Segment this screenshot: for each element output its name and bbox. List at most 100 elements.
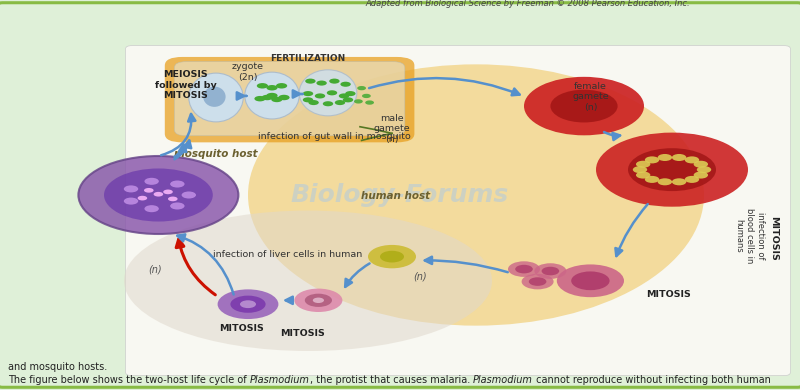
Circle shape (306, 78, 315, 84)
Circle shape (314, 93, 325, 99)
Text: male
gamete
(n): male gamete (n) (374, 114, 410, 144)
Circle shape (694, 161, 708, 168)
Circle shape (346, 91, 355, 96)
Text: (n): (n) (148, 264, 162, 274)
Circle shape (323, 101, 333, 106)
Ellipse shape (248, 64, 704, 326)
Circle shape (524, 77, 644, 135)
Circle shape (78, 156, 238, 234)
Circle shape (170, 181, 185, 188)
Circle shape (163, 190, 173, 194)
Circle shape (124, 185, 138, 192)
Circle shape (124, 198, 138, 205)
Circle shape (144, 188, 154, 193)
Circle shape (636, 161, 650, 168)
Ellipse shape (203, 87, 226, 107)
Text: FERTILIZATION: FERTILIZATION (270, 54, 346, 63)
Text: MEIOSIS
followed by
MITOSIS: MEIOSIS followed by MITOSIS (154, 70, 217, 100)
Circle shape (168, 197, 178, 201)
Text: female
gamete
(n): female gamete (n) (572, 82, 609, 112)
Circle shape (218, 289, 278, 319)
Circle shape (257, 83, 268, 89)
Circle shape (694, 172, 708, 179)
FancyBboxPatch shape (126, 46, 790, 376)
Circle shape (368, 245, 416, 268)
Circle shape (294, 289, 342, 312)
Circle shape (672, 154, 686, 161)
Ellipse shape (189, 73, 243, 122)
Ellipse shape (299, 70, 357, 116)
Text: cannot reproduce without infecting both human: cannot reproduce without infecting both … (533, 375, 770, 385)
Circle shape (658, 178, 672, 185)
Circle shape (550, 90, 618, 122)
Circle shape (672, 178, 686, 185)
Circle shape (240, 300, 256, 308)
Text: infection of gut wall in mosquito: infection of gut wall in mosquito (258, 132, 410, 141)
Text: The figure below shows the two-host life cycle of: The figure below shows the two-host life… (8, 375, 250, 385)
Circle shape (596, 133, 748, 207)
Circle shape (330, 78, 339, 84)
Circle shape (230, 296, 266, 313)
Circle shape (138, 196, 147, 200)
Circle shape (636, 172, 650, 179)
Text: human host: human host (362, 191, 430, 201)
Circle shape (271, 97, 282, 102)
Circle shape (697, 166, 711, 173)
Circle shape (343, 98, 354, 103)
Circle shape (338, 93, 349, 99)
Text: mosquito host: mosquito host (174, 149, 258, 159)
Circle shape (628, 148, 716, 191)
Circle shape (354, 99, 362, 103)
Circle shape (335, 100, 346, 105)
Circle shape (633, 166, 647, 173)
Text: , the protist that causes malaria.: , the protist that causes malaria. (310, 375, 473, 385)
Circle shape (357, 86, 366, 90)
Circle shape (515, 265, 533, 273)
Circle shape (266, 93, 278, 98)
Text: MITOSIS: MITOSIS (646, 290, 691, 299)
Circle shape (685, 156, 699, 163)
Circle shape (522, 274, 554, 289)
Circle shape (341, 82, 350, 87)
Text: Plasmodium: Plasmodium (473, 375, 533, 385)
Text: Biology-Forums: Biology-Forums (291, 183, 509, 207)
Circle shape (542, 267, 559, 275)
Text: MITOSIS: MITOSIS (769, 216, 778, 260)
Circle shape (308, 100, 318, 105)
Circle shape (658, 154, 672, 161)
Circle shape (313, 298, 324, 303)
Circle shape (145, 205, 159, 212)
Text: and mosquito hosts.: and mosquito hosts. (8, 362, 107, 372)
Circle shape (365, 101, 374, 105)
Ellipse shape (245, 72, 299, 119)
Circle shape (685, 176, 699, 183)
Circle shape (508, 261, 540, 277)
Ellipse shape (124, 211, 492, 351)
Circle shape (362, 94, 370, 98)
Circle shape (145, 178, 159, 185)
FancyBboxPatch shape (0, 3, 800, 387)
Circle shape (170, 202, 185, 209)
Circle shape (529, 277, 546, 286)
Circle shape (254, 96, 266, 101)
Circle shape (645, 176, 659, 183)
Circle shape (302, 91, 313, 96)
FancyBboxPatch shape (165, 57, 414, 142)
Circle shape (557, 264, 624, 297)
Circle shape (316, 80, 326, 86)
Circle shape (302, 98, 313, 103)
Circle shape (104, 168, 213, 222)
Text: infection of liver cells in human: infection of liver cells in human (214, 250, 362, 259)
Text: Plasmodium: Plasmodium (250, 375, 310, 385)
Circle shape (278, 95, 290, 100)
Circle shape (182, 191, 196, 199)
Text: MITOSIS: MITOSIS (219, 324, 264, 333)
Text: Adapted from Biological Science by Freeman © 2008 Pearson Education, Inc.: Adapted from Biological Science by Freem… (366, 0, 690, 8)
Circle shape (645, 156, 659, 163)
Circle shape (266, 85, 278, 90)
FancyBboxPatch shape (174, 62, 405, 136)
Text: infection of
blood cells in
humans: infection of blood cells in humans (734, 208, 765, 264)
Text: MITOSIS: MITOSIS (280, 329, 325, 338)
Circle shape (571, 271, 610, 290)
Circle shape (534, 263, 566, 279)
